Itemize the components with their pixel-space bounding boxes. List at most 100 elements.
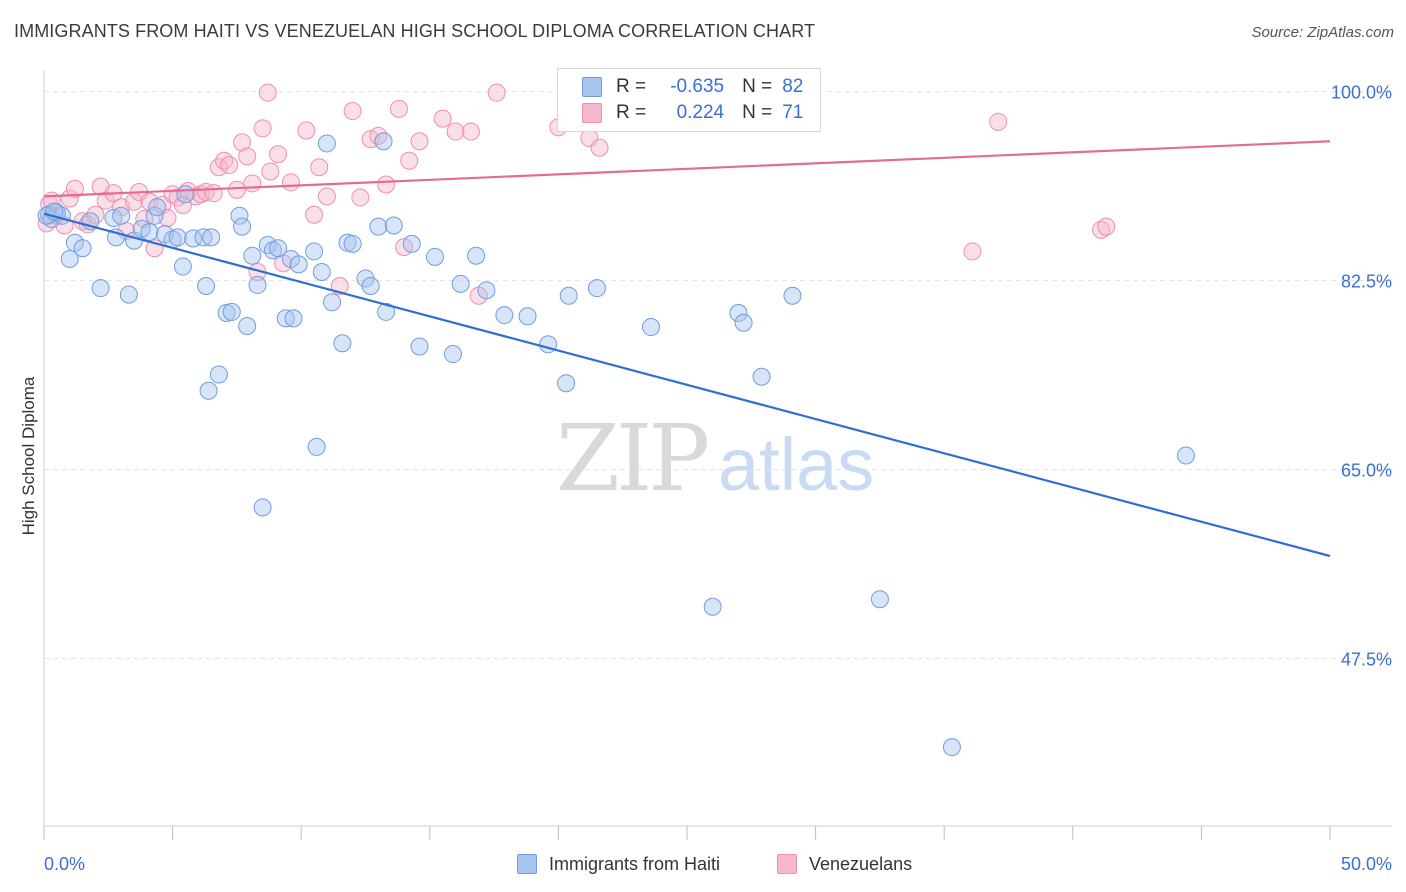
haiti-point xyxy=(559,286,578,305)
haiti-point xyxy=(338,233,357,252)
haiti-point xyxy=(752,367,771,386)
haiti-point xyxy=(369,217,388,236)
haiti-point xyxy=(222,302,241,321)
watermark-zip: ZIP xyxy=(556,405,707,512)
venezuelans-r-value: 0.224 xyxy=(676,102,725,123)
haiti-legend-swatch xyxy=(517,854,537,874)
haiti-point xyxy=(377,302,396,321)
haiti-point xyxy=(168,228,187,247)
haiti-point xyxy=(176,185,195,204)
venezuelans-point xyxy=(243,174,262,193)
gridlines xyxy=(44,91,1394,660)
haiti-point xyxy=(112,206,131,225)
venezuelans-point xyxy=(461,122,480,141)
y-tick-label: 65.0% xyxy=(1341,461,1392,481)
haiti-swatch xyxy=(582,77,602,97)
haiti-point xyxy=(197,277,216,295)
venezuelans-point xyxy=(446,122,465,141)
haiti-point xyxy=(91,279,110,298)
y-axis-label: High School Diploma xyxy=(19,376,38,535)
haiti-point xyxy=(333,334,352,353)
venezuelans-point xyxy=(1097,217,1116,236)
haiti-point xyxy=(323,293,342,312)
haiti-point xyxy=(305,242,324,261)
haiti-legend-label: Immigrants from Haiti xyxy=(549,853,721,874)
haiti-point xyxy=(451,274,470,293)
venezuelans-point xyxy=(253,119,272,138)
y-tick-label: 100.0% xyxy=(1331,83,1392,103)
legend-r-label: R = xyxy=(616,76,647,97)
venezuelans-point xyxy=(258,83,277,102)
venezuelans-point xyxy=(433,109,452,128)
venezuelans-legend-swatch xyxy=(777,854,797,874)
legend-n-label: N = xyxy=(742,76,773,97)
venezuelans-point xyxy=(96,191,115,210)
venezuelans-n-value: 71 xyxy=(782,102,804,123)
venezuelans-point xyxy=(963,242,982,261)
haiti-point xyxy=(557,374,576,393)
venezuelans-point xyxy=(173,196,192,214)
haiti-point xyxy=(729,304,748,322)
haiti-point xyxy=(402,234,421,253)
haiti-point xyxy=(312,262,331,281)
haiti-point xyxy=(641,318,660,337)
haiti-trend-line xyxy=(43,212,1331,558)
tick-labels: 47.5% 65.0% 82.5% 100.0% 0.0% 50.0% xyxy=(44,83,1392,874)
venezuelans-point xyxy=(269,145,288,164)
venezuelans-point xyxy=(389,99,408,118)
venezuelans-point xyxy=(220,156,239,175)
bottom-legend-venezuelans: Venezuelans xyxy=(777,852,912,876)
watermark-atlas: atlas xyxy=(718,423,874,506)
haiti-point xyxy=(119,285,138,304)
haiti-point xyxy=(217,304,236,322)
venezuelans-point xyxy=(410,132,429,151)
haiti-point xyxy=(477,281,496,300)
haiti-point xyxy=(410,337,429,356)
y-tick-label: 82.5% xyxy=(1341,272,1392,292)
haiti-point xyxy=(209,365,228,384)
haiti-point xyxy=(253,498,272,517)
haiti-point xyxy=(384,216,403,235)
chart-title: IMMIGRANTS FROM HAITI VS VENEZUELAN HIGH… xyxy=(14,21,816,41)
haiti-point xyxy=(783,286,802,305)
legend-row-venezuelans: R = 0.224 N = 71 xyxy=(582,100,803,126)
haiti-point xyxy=(230,206,249,225)
venezuelans-point xyxy=(297,121,316,140)
venezuelans-point xyxy=(487,83,506,102)
venezuelans-point xyxy=(233,133,252,152)
haiti-point xyxy=(276,309,295,328)
stats-legend: R = -0.635 N = 82 R = 0.224 N = 71 xyxy=(557,68,821,132)
haiti-point xyxy=(443,345,462,364)
venezuelans-legend-label: Venezuelans xyxy=(809,853,913,874)
haiti-point xyxy=(60,250,79,268)
haiti-point xyxy=(374,132,393,151)
venezuelans-point xyxy=(227,180,246,199)
bottom-legend-haiti: Immigrants from Haiti xyxy=(517,852,720,876)
legend-row-haiti: R = -0.635 N = 82 xyxy=(582,74,803,100)
haiti-point xyxy=(942,738,961,757)
venezuelans-point xyxy=(197,183,216,202)
source-credit: Source: ZipAtlas.com xyxy=(1251,24,1394,41)
haiti-point xyxy=(173,257,192,276)
x-tick-label: 0.0% xyxy=(44,854,85,874)
haiti-point xyxy=(425,247,444,266)
haiti-point xyxy=(703,597,722,616)
haiti-point xyxy=(73,239,92,258)
venezuelans-swatch xyxy=(582,103,602,123)
haiti-point xyxy=(202,228,221,247)
haiti-point xyxy=(238,316,257,335)
venezuelans-point xyxy=(317,187,336,206)
haiti-point xyxy=(194,228,213,247)
haiti-point xyxy=(317,134,336,153)
venezuelans-point xyxy=(310,158,329,177)
venezuelans-point xyxy=(281,173,300,192)
venezuelans-point xyxy=(369,126,388,145)
haiti-point xyxy=(870,590,889,609)
haiti-point xyxy=(148,198,167,217)
haiti-point xyxy=(289,255,308,274)
haiti-points xyxy=(37,132,1195,757)
haiti-point xyxy=(140,223,159,241)
haiti-r-value: -0.635 xyxy=(670,76,725,97)
y-tick-label: 47.5% xyxy=(1341,650,1392,670)
watermark: ZIP atlas xyxy=(556,405,874,512)
